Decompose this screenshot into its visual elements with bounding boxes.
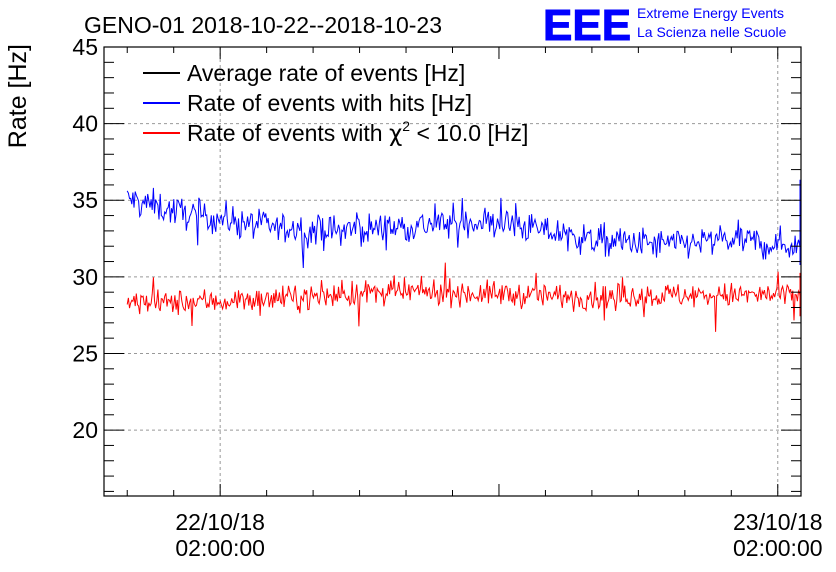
series-layer — [126, 179, 801, 332]
eee-logo-line1: Extreme Energy Events — [637, 5, 784, 21]
legend-label: Rate of events with hits [Hz] — [187, 90, 472, 116]
x-tick-label-date: 23/10/18 — [733, 509, 823, 535]
legend: Average rate of events [Hz] Rate of event… — [143, 60, 528, 147]
legend-label: Average rate of events [Hz] — [187, 60, 465, 86]
eee-logo: EEE Extreme Energy Events La Scienza nel… — [543, 1, 787, 51]
y-tick-label: 40 — [72, 111, 98, 137]
chart-title: GENO-01 2018-10-22--2018-10-23 — [84, 12, 442, 38]
y-axis-label: Rate [Hz] — [4, 44, 32, 148]
series-line — [126, 179, 801, 269]
y-tick-label: 35 — [72, 187, 98, 213]
y-tick-label: 45 — [72, 34, 98, 60]
eee-logo-line2: La Scienza nelle Scuole — [637, 24, 787, 40]
x-tick-label-time: 02:00:00 — [733, 535, 823, 561]
y-tick-label: 30 — [72, 264, 98, 290]
x-tick-label-date: 22/10/18 — [175, 509, 265, 535]
legend-label: Rate of events with χ2 < 10.0 [Hz] — [187, 118, 528, 147]
y-tick-label: 20 — [72, 417, 98, 443]
axes: 20253035404522/10/1802:00:0023/10/1802:0… — [72, 34, 822, 561]
series-line — [126, 262, 801, 332]
eee-logo-mark: EEE — [543, 1, 631, 50]
x-tick-label-time: 02:00:00 — [175, 535, 265, 561]
y-tick-label: 25 — [72, 340, 98, 366]
